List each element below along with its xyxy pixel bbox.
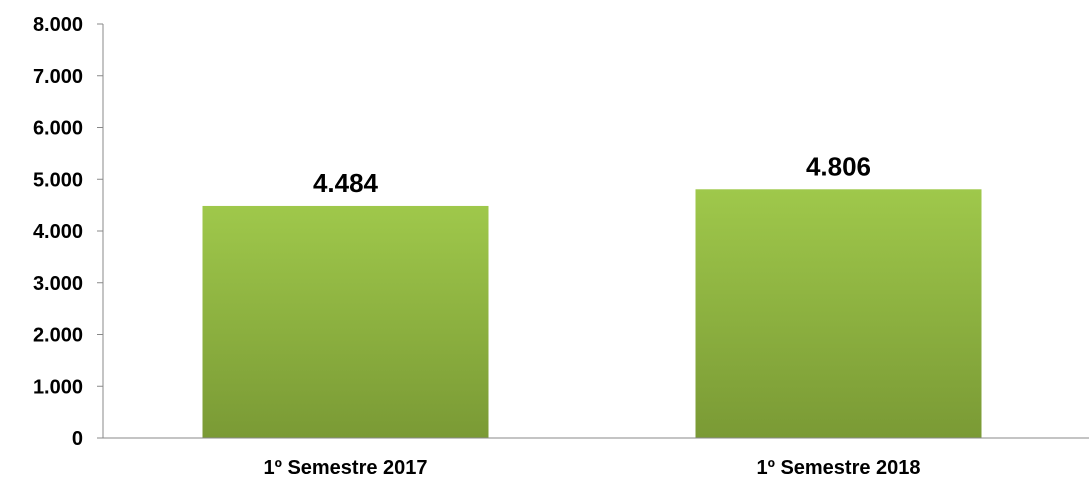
y-tick-label: 8.000 [33, 14, 83, 36]
y-tick-label: 2.000 [33, 325, 83, 347]
y-tick-label: 3.000 [33, 273, 83, 295]
y-tick-label: 4.000 [33, 221, 83, 243]
x-category-label: 1º Semestre 2017 [263, 457, 427, 479]
bar-value-label: 4.806 [806, 151, 871, 181]
x-axis-labels: 1º Semestre 2017 1º Semestre 2018 [263, 457, 920, 479]
y-tick-label: 6.000 [33, 118, 83, 140]
y-tick-label: 1.000 [33, 376, 83, 398]
bar-value-label: 4.484 [313, 168, 379, 198]
bar [202, 205, 489, 438]
bar [695, 189, 982, 438]
y-axis-ticks: 0 1.000 2.000 3.000 4.000 5.000 6.000 7.000 8.00… [33, 14, 103, 450]
bars [202, 189, 982, 438]
y-tick-label: 5.000 [33, 169, 83, 191]
y-tick-label: 7.000 [33, 66, 83, 88]
x-category-label: 1º Semestre 2018 [756, 457, 920, 479]
data-labels: 4.484 4.806 [313, 151, 871, 198]
y-tick-label: 0 [72, 428, 83, 450]
